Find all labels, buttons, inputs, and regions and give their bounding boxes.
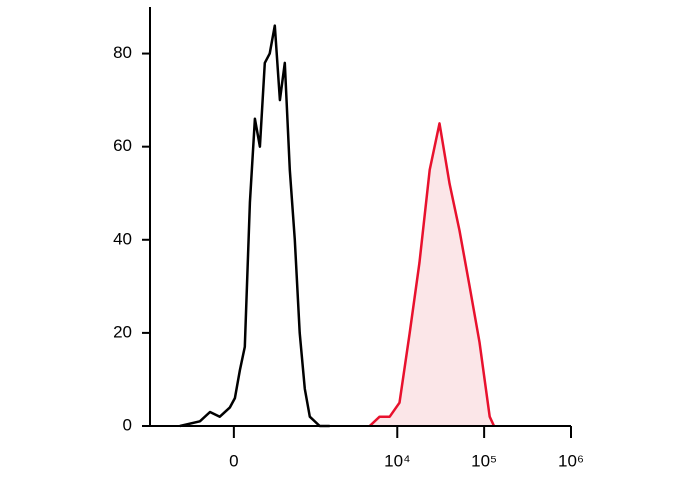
y-tick-label: 60 — [113, 136, 132, 155]
x-tick-label: 10⁴ — [384, 451, 410, 470]
histogram-fill — [369, 123, 495, 427]
x-tick-label: 10⁶ — [558, 451, 584, 470]
x-tick-label: 0 — [229, 451, 238, 470]
y-tick-label: 20 — [113, 322, 132, 341]
x-tick-label: 10⁵ — [471, 451, 497, 470]
y-tick-label: 40 — [113, 229, 132, 248]
y-tick-label: 80 — [113, 43, 132, 62]
histogram-line — [179, 24, 330, 428]
y-tick-label: 0 — [123, 415, 132, 434]
histogram-line — [368, 122, 496, 427]
